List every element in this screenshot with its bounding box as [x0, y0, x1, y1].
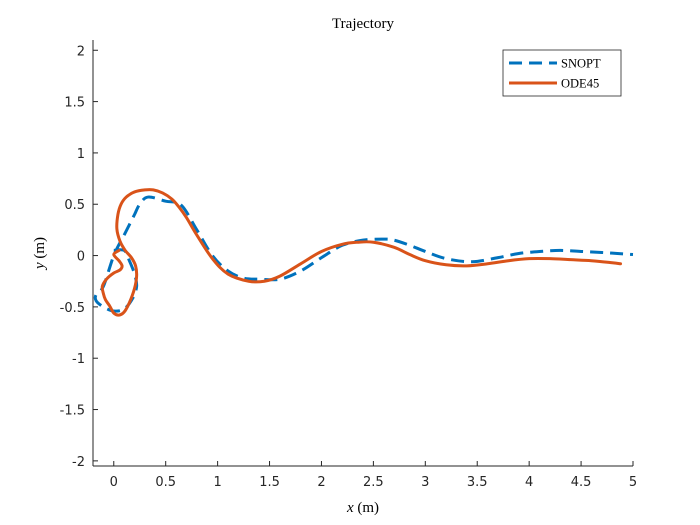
x-tick-label: 1 [213, 475, 221, 490]
y-axis-label-variable: y [32, 262, 48, 271]
chart-title: Trajectory [332, 16, 394, 32]
x-tick-label: 4 [525, 475, 533, 490]
y-tick-label: -2 [72, 455, 85, 470]
legend-label-snopt: SNOPT [561, 57, 601, 71]
series-line-ode45 [100, 188, 623, 317]
x-axis-label-unit: (m) [354, 500, 379, 516]
y-tick-label: 0.5 [64, 198, 85, 213]
y-axis-label-unit: (m) [32, 237, 48, 262]
x-tick-label: 4.5 [571, 475, 592, 490]
legend-label-ode45: ODE45 [561, 77, 599, 91]
legend: SNOPT ODE45 [502, 49, 622, 97]
x-tick-label: 0.5 [155, 475, 176, 490]
y-axis-ticks: -2 -1.5 -1 -0.5 0 0.5 1 1.5 2 [60, 44, 98, 470]
x-axis-label: x (m) [346, 500, 379, 516]
x-tick-label: 2 [317, 475, 325, 490]
series-layer [93, 188, 634, 317]
y-tick-label: -1 [72, 352, 85, 367]
y-tick-label: 0 [77, 250, 85, 265]
x-tick-label: 1.5 [259, 475, 280, 490]
x-tick-label: 5 [629, 475, 637, 490]
y-axis-label: y (m) [32, 237, 48, 271]
x-axis-label-variable: x [346, 500, 354, 516]
plot-area [93, 40, 633, 466]
x-axis-ticks: 0 0.5 1 1.5 2 2.5 3 3.5 4 4.5 5 [110, 461, 637, 490]
y-tick-label: -1.5 [60, 404, 85, 419]
legend-box [502, 49, 622, 97]
x-tick-label: 2.5 [363, 475, 384, 490]
x-tick-label: 3.5 [467, 475, 488, 490]
x-tick-label: 0 [110, 475, 118, 490]
x-tick-label: 3 [421, 475, 429, 490]
y-tick-label: 1 [77, 147, 85, 162]
y-tick-label: -0.5 [60, 301, 85, 316]
y-tick-label: 2 [77, 44, 85, 59]
y-tick-label: 1.5 [64, 96, 85, 111]
